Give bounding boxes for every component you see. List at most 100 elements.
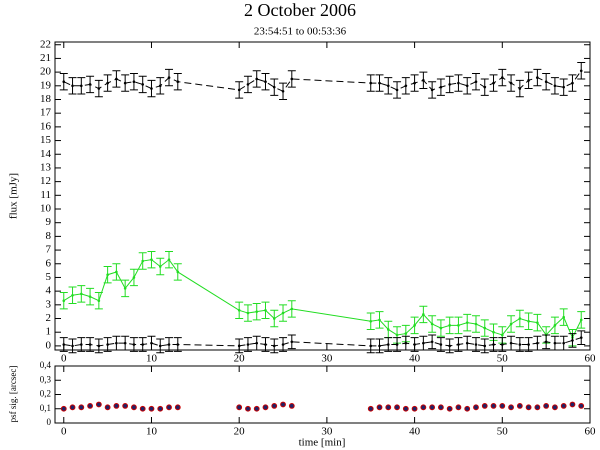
x-tick-label: 40 [409,353,421,365]
point [394,404,400,411]
point [560,403,567,409]
point [115,270,118,274]
point [439,85,443,89]
point [420,404,427,411]
y-tick-label: 16 [40,120,52,132]
point [492,343,495,346]
point [290,340,294,344]
point [500,333,504,337]
series-line [63,337,582,347]
point [272,344,276,348]
y-tick-label: 1 [46,326,52,338]
point [141,259,145,263]
point [413,324,416,327]
point [62,299,66,303]
plot-frame [54,365,591,424]
series-line [63,258,582,339]
y-tick-label: 17 [40,107,52,119]
x-tick-label: 60 [585,426,597,438]
point [422,313,425,316]
y-tick-label: 8 [46,230,52,242]
point [430,322,434,326]
point [404,84,408,88]
point [262,404,269,411]
point [516,403,523,409]
x-tick-label: 20 [234,426,246,438]
x-tick-label: 10 [146,426,158,438]
y-tick-label: 3 [46,298,52,310]
y-tick-label: 15 [40,134,52,146]
point [150,258,153,261]
point [455,404,462,411]
point [237,344,241,348]
point [272,317,276,320]
point [509,322,513,326]
point [167,76,171,79]
point [457,343,460,346]
point [246,343,250,346]
point [106,273,109,277]
point [97,344,101,348]
point [500,343,504,346]
y-tick-label: 22 [40,38,51,50]
point [367,405,374,412]
point [87,403,93,409]
point [132,343,136,346]
point [395,343,399,346]
point [176,270,180,274]
y-tick-label: 0 [47,417,52,427]
y-tick-label: 0,2 [40,389,51,399]
point [500,76,504,79]
point [62,80,66,83]
point [430,340,434,344]
point [167,343,171,346]
point [104,404,111,411]
point [97,299,101,303]
point [255,77,259,81]
point [158,265,162,268]
x-tick-label: 50 [497,353,509,365]
point [106,81,109,85]
point [166,404,172,411]
y-axis-label: flux [mJy] [8,173,20,219]
point [448,344,451,348]
point [88,83,92,86]
point [448,83,451,86]
point [518,87,522,90]
point [490,403,497,409]
point [527,319,530,323]
point [386,84,390,88]
point [562,341,565,345]
point [80,292,83,296]
x-tick-label: 0 [61,353,67,365]
x-tick-label: 40 [409,426,421,438]
point [571,339,574,342]
point [508,404,514,411]
point [378,318,381,322]
point [483,85,487,89]
series-line [63,70,582,92]
point [579,336,583,339]
point [404,341,408,345]
point [132,80,136,83]
y-tick-label: 19 [40,79,52,91]
point [413,343,416,346]
y-tick-label: 2 [46,312,52,324]
point [281,89,285,93]
point [150,87,153,90]
point [71,84,74,88]
point [115,77,118,81]
point [509,81,513,85]
point [378,81,381,85]
point [518,317,522,320]
point [465,341,469,345]
point [492,81,495,85]
point [465,321,469,324]
point [438,404,444,411]
x-tick-label: 30 [321,426,333,438]
point [569,401,576,408]
point [446,405,453,412]
point [369,81,373,85]
point [281,343,285,346]
y-tick-label: 0,1 [40,403,51,413]
